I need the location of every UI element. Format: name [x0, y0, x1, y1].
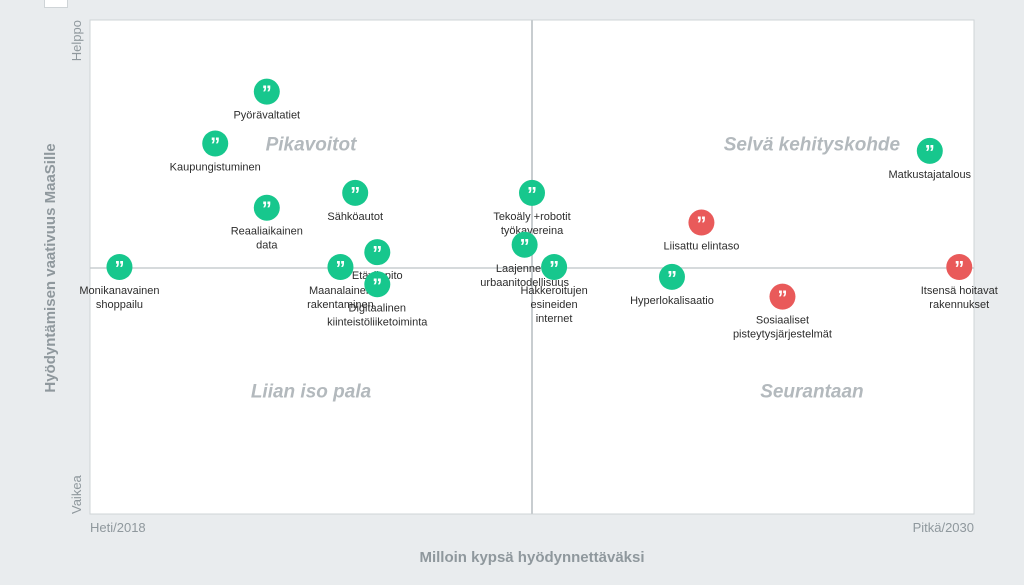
quote-icon: ”	[372, 275, 382, 297]
quote-icon: ”	[925, 142, 935, 164]
quote-icon: ”	[262, 199, 272, 221]
x-axis-title: Milloin kypsä hyödynnettäväksi	[419, 549, 644, 566]
point-label: Matkustajatalous	[889, 169, 972, 181]
point-label: shoppailu	[96, 299, 143, 311]
corner-checkbox	[44, 0, 68, 8]
point-label: kiinteistöliiketoiminta	[327, 316, 428, 328]
data-point[interactable]: ” Itsensä hoitavat rakennukset	[921, 254, 998, 311]
quote-icon: ”	[262, 83, 272, 105]
data-point[interactable]: ” Pyörävaltatiet	[233, 78, 300, 122]
quote-icon: ”	[549, 258, 559, 280]
y-top-label: Helppo	[69, 20, 84, 61]
point-marker	[769, 283, 796, 310]
point-label: pisteytysjärjestelmät	[733, 329, 832, 341]
point-label: Itsensä hoitavat	[921, 285, 998, 297]
point-marker	[511, 231, 538, 258]
quote-icon: ”	[696, 214, 706, 236]
point-label: Monikanavainen	[79, 285, 159, 297]
point-label: rakennukset	[929, 299, 989, 311]
point-marker	[688, 209, 715, 236]
quadrant-label: Pikavoitot	[266, 135, 357, 156]
quote-icon: ”	[777, 288, 787, 310]
point-marker	[106, 254, 133, 280]
quote-icon: ”	[114, 258, 124, 280]
data-point[interactable]: ” Hakkeroitujen esineiden internet	[520, 254, 588, 325]
quadrant-label: Seurantaan	[760, 382, 863, 403]
x-end-label: Pitkä/2030	[913, 520, 974, 535]
point-marker	[541, 254, 568, 280]
x-start-label: Heti/2018	[90, 520, 146, 535]
point-label: työkavereina	[501, 225, 564, 237]
quadrant-label: Liian iso pala	[251, 382, 372, 403]
data-point[interactable]: ” Sosiaaliset pisteytysjärjestelmät	[733, 283, 832, 341]
data-point[interactable]: ” Tekoäly +robotit työkavereina	[493, 179, 571, 237]
point-marker	[253, 194, 280, 221]
point-marker	[342, 179, 369, 206]
point-label: Pyörävaltatiet	[233, 110, 300, 122]
y-bottom-label: Vaikea	[69, 474, 84, 514]
point-marker	[364, 239, 391, 266]
point-label: esineiden	[531, 299, 578, 311]
data-point[interactable]: ” Maanalainen rakentaminen	[307, 254, 374, 311]
point-marker	[519, 179, 545, 206]
data-point[interactable]: ” Digitaalinen kiinteistöliiketoiminta	[327, 271, 428, 328]
data-point[interactable]: ” Liisattu elintaso	[664, 209, 740, 253]
quote-icon: ”	[667, 268, 677, 290]
quote-icon: ”	[527, 184, 537, 206]
point-marker	[916, 137, 943, 164]
point-marker	[658, 263, 685, 290]
point-label: Sähköautot	[327, 211, 383, 223]
quote-icon: ”	[954, 258, 964, 280]
data-point[interactable]: ” Reaaliaikainen data	[231, 194, 303, 252]
data-point[interactable]: ” Sähköautot	[327, 179, 383, 223]
point-label: Kaupungistuminen	[170, 162, 261, 174]
point-label: Sosiaaliset	[756, 315, 809, 327]
point-marker	[946, 254, 973, 280]
data-point[interactable]: ” Kaupungistuminen	[170, 130, 261, 174]
point-label: rakentaminen	[307, 299, 374, 311]
point-label: Maanalainen	[309, 285, 372, 297]
y-axis-title: Hyödyntämisen vaativuus MaaSille	[42, 143, 59, 392]
point-label: Liisattu elintaso	[664, 241, 740, 253]
data-point[interactable]: ” Monikanavainen shoppailu	[79, 254, 160, 311]
point-label: Laajennettu	[496, 263, 554, 275]
quote-icon: ”	[520, 236, 530, 258]
point-label: Tekoäly +robotit	[493, 211, 570, 223]
point-label: data	[256, 240, 278, 252]
quote-icon: ”	[210, 135, 220, 157]
quadrant-label: Selvä kehityskohde	[724, 135, 901, 156]
point-label: Digitaalinen	[349, 302, 406, 314]
point-marker	[327, 254, 354, 280]
quote-icon: ”	[350, 184, 360, 206]
data-point[interactable]: ” Hyperlokalisaatio	[630, 263, 714, 307]
point-label: Hakkeroitujen	[520, 285, 587, 297]
point-marker	[202, 130, 229, 157]
quote-icon: ”	[335, 258, 345, 280]
point-label: Hyperlokalisaatio	[630, 295, 714, 307]
point-marker	[253, 78, 280, 105]
quote-icon: ”	[372, 243, 382, 265]
point-label: urbaanitodellisuus	[480, 277, 569, 289]
point-label: Reaaliaikainen	[231, 226, 303, 238]
data-point[interactable]: ” Matkustajatalous	[889, 137, 972, 181]
point-marker	[364, 271, 391, 298]
point-label: internet	[536, 313, 573, 325]
